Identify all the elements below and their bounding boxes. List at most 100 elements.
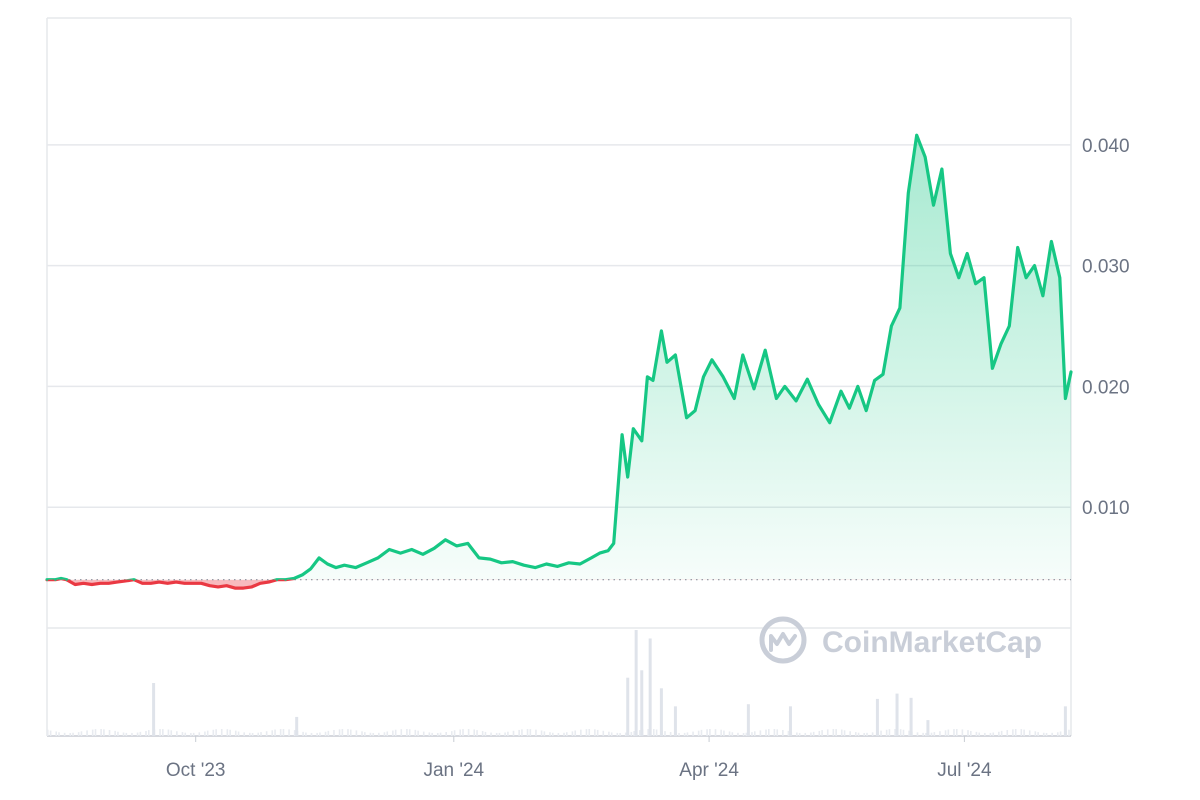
volume-bar	[804, 732, 807, 736]
data-point	[45, 578, 49, 581]
data-point	[242, 586, 245, 590]
volume-bar	[422, 731, 425, 736]
x-tick-label: Jan '24	[423, 760, 484, 781]
volume-bar	[745, 732, 748, 736]
volume-bar	[944, 730, 947, 736]
volume-bar	[989, 732, 992, 736]
data-point	[1050, 240, 1053, 243]
volume-bar	[616, 732, 619, 736]
volume-bar	[445, 732, 447, 736]
data-point	[626, 475, 629, 479]
data-point	[365, 561, 368, 564]
volume-bar	[484, 731, 487, 736]
data-point	[957, 276, 960, 279]
volume-bar	[100, 729, 102, 736]
volume-bar	[692, 731, 694, 736]
volume-bar	[908, 730, 910, 736]
volume-bar	[1068, 729, 1070, 736]
volume-bar	[162, 729, 164, 736]
volume-bar	[751, 732, 753, 736]
volume-bar	[543, 731, 546, 736]
data-point	[1016, 246, 1019, 249]
volume-bar	[518, 729, 520, 736]
data-point	[309, 567, 312, 570]
volume-bar	[849, 731, 851, 736]
volume-bar	[610, 732, 613, 736]
data-point	[865, 409, 868, 412]
volume-bar	[540, 730, 543, 736]
data-point	[1008, 324, 1011, 328]
volume-bar	[310, 732, 313, 736]
volume-bar	[495, 732, 498, 736]
volume-bar	[184, 732, 187, 736]
x-axis: Oct '23 Jan '24 Apr '24 Jul '24	[166, 736, 992, 781]
data-point	[974, 282, 977, 285]
volume-bar	[355, 730, 358, 736]
data-point	[511, 560, 514, 563]
y-tick-label: 0.030	[1082, 257, 1130, 278]
volume-bar	[504, 732, 506, 736]
volume-bar	[551, 732, 554, 736]
volume-bar	[669, 732, 672, 736]
data-point	[1058, 276, 1062, 279]
volume-bar	[206, 730, 209, 736]
volume-bar	[1028, 730, 1031, 736]
volume-bar	[630, 731, 633, 736]
data-point	[775, 397, 778, 400]
volume-bar	[347, 729, 349, 736]
volume-bar	[192, 732, 195, 736]
data-point	[200, 582, 203, 585]
data-point	[606, 549, 610, 552]
volume-bar	[383, 732, 386, 736]
volume-bar	[746, 704, 750, 736]
volume-bar	[796, 732, 798, 736]
volume-bar	[215, 729, 217, 736]
x-tick-label: Apr '24	[679, 760, 739, 781]
volume-bar	[507, 731, 509, 736]
data-point	[665, 361, 669, 364]
volume-bar	[229, 729, 231, 736]
volume-bar	[1034, 731, 1037, 736]
data-point	[65, 578, 68, 581]
volume-bar	[585, 729, 588, 736]
volume-bar	[1006, 729, 1009, 736]
volume-bar	[400, 729, 403, 736]
data-point	[1064, 397, 1067, 400]
data-point	[376, 556, 380, 560]
volume-bar	[798, 732, 801, 736]
volume-bar	[875, 698, 879, 736]
data-point	[923, 155, 927, 159]
volume-bar	[549, 732, 551, 736]
volume-bar	[608, 731, 610, 736]
volume-bar	[626, 677, 630, 736]
volume-bar	[159, 729, 161, 736]
data-point	[848, 407, 851, 410]
volume-bar	[77, 732, 80, 736]
volume-bar	[961, 729, 964, 736]
volume-bar	[939, 731, 941, 736]
volume-bar	[652, 729, 655, 736]
data-point	[82, 582, 85, 585]
volume-bar	[288, 729, 290, 736]
data-point	[660, 329, 663, 333]
volume-bar	[341, 729, 344, 736]
data-point	[250, 585, 253, 589]
data-point	[991, 367, 994, 370]
volume-bar	[176, 731, 178, 736]
volume-bar	[473, 729, 476, 736]
data-point	[466, 542, 469, 545]
area-fill-up	[55, 135, 1071, 580]
volume-bar	[925, 732, 927, 736]
volume-bar	[282, 729, 285, 736]
volume-bar	[566, 732, 568, 736]
volume-bar	[933, 732, 936, 736]
volume-bar	[854, 732, 857, 736]
data-point	[107, 582, 110, 585]
volume-bar	[832, 729, 835, 736]
volume-bar	[226, 729, 229, 736]
volume-bar	[170, 730, 173, 736]
data-point	[839, 390, 843, 393]
volume-bar	[782, 730, 784, 736]
volume-bar	[122, 732, 125, 736]
data-point	[556, 565, 559, 568]
